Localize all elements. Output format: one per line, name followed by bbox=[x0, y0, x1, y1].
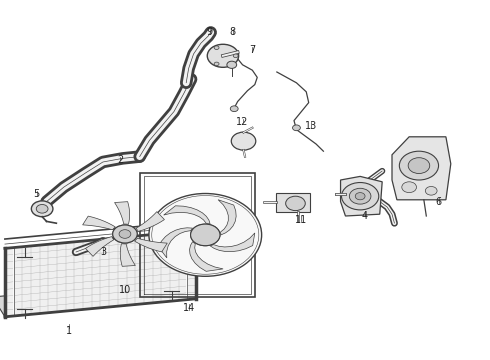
Circle shape bbox=[152, 195, 259, 274]
Text: 11: 11 bbox=[295, 215, 308, 225]
Polygon shape bbox=[190, 242, 223, 271]
Circle shape bbox=[402, 182, 416, 193]
Text: 5: 5 bbox=[34, 189, 40, 199]
Polygon shape bbox=[135, 238, 167, 252]
Circle shape bbox=[119, 230, 131, 238]
Text: 2: 2 bbox=[117, 155, 123, 165]
Circle shape bbox=[113, 225, 137, 243]
Circle shape bbox=[227, 61, 237, 68]
Circle shape bbox=[196, 229, 214, 242]
Circle shape bbox=[293, 125, 300, 131]
Text: 8: 8 bbox=[230, 27, 236, 37]
Text: 1: 1 bbox=[66, 326, 72, 336]
Text: 6: 6 bbox=[436, 197, 441, 207]
Polygon shape bbox=[276, 193, 310, 212]
Circle shape bbox=[214, 46, 219, 49]
Text: 4: 4 bbox=[362, 211, 368, 221]
Text: 9: 9 bbox=[207, 27, 213, 37]
Text: 7: 7 bbox=[249, 45, 255, 55]
Polygon shape bbox=[158, 228, 193, 258]
Circle shape bbox=[408, 158, 430, 174]
Circle shape bbox=[231, 132, 256, 150]
Text: 13: 13 bbox=[305, 121, 318, 131]
Circle shape bbox=[149, 194, 262, 276]
Circle shape bbox=[230, 106, 238, 112]
Circle shape bbox=[342, 183, 379, 210]
Circle shape bbox=[233, 54, 238, 58]
Circle shape bbox=[36, 204, 48, 213]
Polygon shape bbox=[218, 200, 236, 235]
Text: 3: 3 bbox=[100, 247, 106, 257]
Polygon shape bbox=[210, 233, 255, 252]
Circle shape bbox=[191, 224, 220, 246]
Polygon shape bbox=[0, 279, 196, 317]
Polygon shape bbox=[83, 216, 115, 230]
Circle shape bbox=[214, 62, 219, 66]
Polygon shape bbox=[184, 211, 196, 299]
Circle shape bbox=[113, 225, 137, 243]
Circle shape bbox=[31, 201, 53, 217]
Circle shape bbox=[355, 193, 365, 200]
Text: 10: 10 bbox=[119, 285, 131, 295]
Polygon shape bbox=[164, 206, 210, 224]
Polygon shape bbox=[341, 176, 382, 216]
Text: 14: 14 bbox=[182, 303, 195, 313]
Polygon shape bbox=[136, 212, 165, 231]
Circle shape bbox=[286, 196, 305, 211]
Polygon shape bbox=[115, 202, 130, 224]
Polygon shape bbox=[392, 137, 451, 200]
Circle shape bbox=[399, 151, 439, 180]
Circle shape bbox=[207, 44, 239, 67]
Circle shape bbox=[349, 188, 371, 204]
Circle shape bbox=[191, 224, 220, 246]
Polygon shape bbox=[85, 237, 114, 256]
Polygon shape bbox=[120, 244, 135, 266]
Circle shape bbox=[425, 186, 437, 195]
Polygon shape bbox=[5, 230, 196, 317]
Text: 12: 12 bbox=[236, 117, 249, 127]
